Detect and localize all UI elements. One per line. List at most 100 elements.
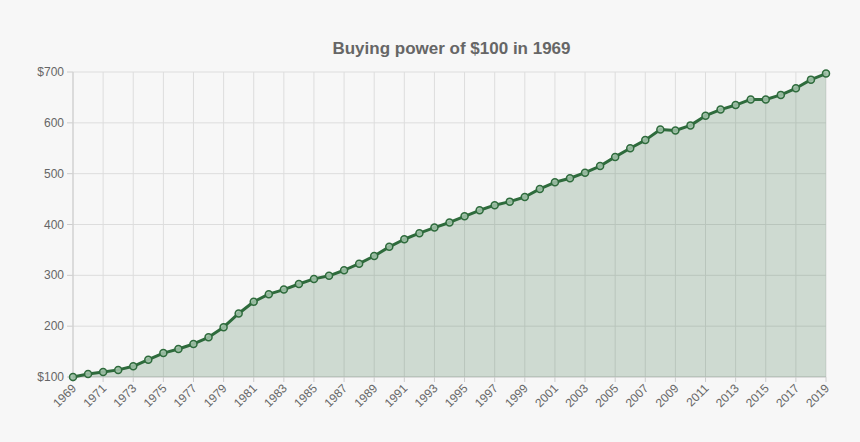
x-grid-line	[163, 72, 164, 377]
x-tick-label: 1995	[442, 381, 471, 410]
x-tick-label: 2009	[653, 381, 682, 410]
x-tick	[675, 377, 676, 382]
marker	[717, 106, 724, 113]
marker	[371, 253, 378, 260]
y-tick-label: 500	[44, 167, 64, 181]
marker	[566, 175, 573, 182]
x-tick-label: 1989	[352, 381, 381, 410]
x-tick-label: 1993	[412, 381, 441, 410]
x-tick-label: 2001	[532, 381, 561, 410]
x-tick-label: 1973	[111, 381, 140, 410]
marker	[521, 194, 528, 201]
y-tick-label: $100	[37, 370, 64, 384]
marker	[130, 363, 137, 370]
plot-area	[70, 70, 830, 380]
marker	[747, 96, 754, 103]
y-tick	[67, 122, 73, 123]
marker	[326, 272, 333, 279]
marker	[401, 236, 408, 243]
marker	[536, 185, 543, 192]
marker	[145, 356, 152, 363]
marker	[597, 163, 604, 170]
marker	[461, 213, 468, 220]
y-tick-label: 300	[44, 268, 64, 282]
marker	[506, 198, 513, 205]
x-tick	[494, 377, 495, 382]
marker	[341, 267, 348, 274]
x-tick	[163, 377, 164, 382]
y-tick	[67, 326, 73, 327]
x-grid-line	[133, 72, 134, 377]
x-tick-label: 1997	[472, 381, 501, 410]
x-tick-label: 1977	[171, 381, 200, 410]
marker	[823, 70, 830, 77]
x-grid-line	[103, 72, 104, 377]
x-tick	[765, 377, 766, 382]
x-tick	[645, 377, 646, 382]
marker	[160, 350, 167, 357]
x-tick	[193, 377, 194, 382]
marker	[416, 230, 423, 237]
x-tick-label: 1975	[141, 381, 170, 410]
x-tick-label: 2019	[803, 381, 832, 410]
x-tick	[283, 377, 284, 382]
x-tick-label: 1971	[80, 381, 109, 410]
marker	[702, 112, 709, 119]
x-grid-line	[193, 72, 194, 377]
chart: Buying power of $100 in 1969$10020030040…	[0, 0, 860, 442]
marker	[235, 310, 242, 317]
y-tick	[67, 173, 73, 174]
marker	[265, 291, 272, 298]
marker	[762, 96, 769, 103]
marker	[386, 243, 393, 250]
marker	[792, 85, 799, 92]
marker	[446, 219, 453, 226]
y-tick	[67, 275, 73, 276]
marker	[687, 122, 694, 129]
y-tick	[67, 72, 73, 73]
x-tick	[795, 377, 796, 382]
y-grid-line	[73, 72, 826, 73]
marker	[612, 153, 619, 160]
x-tick-label: 1987	[321, 381, 350, 410]
marker	[280, 286, 287, 293]
marker	[190, 340, 197, 347]
marker	[70, 374, 77, 381]
y-axis	[73, 72, 74, 377]
x-tick	[615, 377, 616, 382]
marker	[295, 280, 302, 287]
marker	[250, 298, 257, 305]
x-tick	[585, 377, 586, 382]
x-grid-line	[73, 72, 74, 377]
x-tick-label: 1981	[231, 381, 260, 410]
x-tick	[524, 377, 525, 382]
area	[73, 74, 826, 377]
title: Buying power of $100 in 1969	[332, 39, 570, 58]
marker	[100, 368, 107, 375]
y-tick	[67, 224, 73, 225]
x-tick-label: 2007	[623, 381, 652, 410]
x-tick	[735, 377, 736, 382]
marker	[85, 370, 92, 377]
marker	[777, 91, 784, 98]
marker	[310, 275, 317, 282]
x-tick	[253, 377, 254, 382]
x-tick	[464, 377, 465, 382]
x-tick-label: 2011	[683, 381, 711, 409]
y-tick-label: 600	[44, 116, 64, 130]
x-tick-label: 2017	[773, 381, 802, 410]
x-tick	[103, 377, 104, 382]
x-tick-label: 1983	[261, 381, 290, 410]
x-tick-label: 2003	[562, 381, 591, 410]
x-tick	[404, 377, 405, 382]
x-tick	[133, 377, 134, 382]
x-tick	[434, 377, 435, 382]
x-tick-label: 1999	[502, 381, 531, 410]
x-tick-label: 2005	[592, 381, 621, 410]
x-tick	[705, 377, 706, 382]
marker	[205, 334, 212, 341]
x-tick-label: 2015	[743, 381, 772, 410]
marker	[642, 137, 649, 144]
x-tick	[344, 377, 345, 382]
x-tick	[223, 377, 224, 382]
